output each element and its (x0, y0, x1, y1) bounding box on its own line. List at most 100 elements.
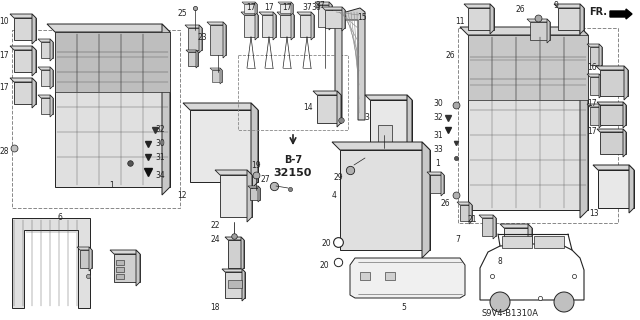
Text: 30: 30 (433, 99, 443, 108)
Polygon shape (50, 67, 53, 89)
Bar (80, 250, 92, 268)
Text: 26: 26 (440, 199, 450, 209)
Bar (340, 150, 430, 250)
Text: 17: 17 (0, 83, 9, 92)
Polygon shape (297, 12, 314, 15)
Polygon shape (580, 27, 588, 218)
Polygon shape (50, 39, 53, 61)
Bar (504, 228, 532, 258)
Polygon shape (342, 7, 345, 31)
Bar (590, 107, 602, 125)
Polygon shape (222, 269, 245, 272)
Text: 18: 18 (211, 303, 220, 313)
Text: 27: 27 (260, 175, 270, 185)
Polygon shape (32, 14, 36, 44)
Bar (244, 15, 258, 37)
Polygon shape (350, 258, 465, 298)
Text: 14: 14 (303, 103, 313, 113)
Text: 20: 20 (321, 239, 331, 249)
Bar (41, 98, 53, 114)
Polygon shape (258, 186, 260, 202)
Polygon shape (457, 202, 472, 205)
Text: 21: 21 (467, 215, 477, 225)
Bar (188, 28, 202, 50)
Bar (116, 267, 124, 272)
Text: FR.: FR. (589, 7, 607, 17)
Polygon shape (599, 44, 602, 68)
Text: 31: 31 (155, 154, 165, 163)
Text: 37: 37 (302, 4, 312, 12)
Polygon shape (38, 39, 53, 42)
Polygon shape (623, 102, 626, 128)
Bar (530, 22, 550, 40)
Bar (378, 125, 392, 147)
Polygon shape (110, 250, 140, 254)
Text: 22: 22 (211, 220, 220, 229)
Bar (14, 50, 36, 72)
Polygon shape (322, 7, 345, 10)
Polygon shape (623, 129, 626, 157)
Polygon shape (490, 4, 494, 34)
Text: 33: 33 (433, 146, 443, 155)
Bar (468, 8, 494, 30)
Polygon shape (479, 215, 496, 218)
Polygon shape (47, 24, 170, 32)
Bar (534, 236, 564, 248)
Text: 19: 19 (251, 162, 261, 171)
Polygon shape (255, 2, 257, 15)
Bar (590, 47, 602, 65)
Polygon shape (460, 27, 588, 35)
Bar (280, 15, 294, 37)
Polygon shape (241, 237, 244, 271)
FancyArrow shape (610, 9, 632, 19)
Polygon shape (136, 250, 140, 286)
Bar (468, 35, 588, 100)
Text: 1: 1 (109, 180, 115, 189)
Circle shape (554, 292, 574, 312)
Bar (460, 205, 472, 221)
Bar (220, 175, 252, 217)
Text: 1: 1 (436, 159, 440, 169)
Polygon shape (480, 244, 584, 300)
Polygon shape (337, 91, 341, 127)
Polygon shape (215, 170, 252, 175)
Polygon shape (241, 12, 258, 15)
Bar (317, 95, 341, 123)
Polygon shape (259, 12, 276, 15)
Polygon shape (554, 4, 584, 8)
Text: 30: 30 (155, 139, 165, 148)
Bar (360, 272, 370, 280)
Text: 9: 9 (554, 1, 559, 10)
Text: 32: 32 (433, 114, 443, 123)
Polygon shape (587, 74, 602, 77)
Polygon shape (210, 68, 222, 70)
Bar (558, 8, 584, 30)
Polygon shape (196, 50, 198, 68)
Polygon shape (255, 12, 258, 40)
Polygon shape (207, 22, 226, 25)
Text: 26: 26 (515, 5, 525, 14)
Bar (430, 175, 444, 193)
Text: 17: 17 (587, 99, 597, 108)
Polygon shape (291, 2, 293, 15)
Bar (190, 110, 258, 182)
Bar (14, 82, 36, 104)
Bar (280, 4, 293, 13)
Polygon shape (332, 142, 430, 150)
Bar (244, 4, 257, 13)
Polygon shape (50, 95, 53, 117)
Bar (318, 5, 332, 27)
Polygon shape (593, 165, 634, 170)
Polygon shape (311, 12, 314, 40)
Text: 3: 3 (365, 114, 369, 123)
Bar (228, 280, 242, 288)
Polygon shape (10, 46, 36, 50)
Text: 25: 25 (177, 9, 187, 18)
Text: 11: 11 (455, 18, 465, 27)
Polygon shape (527, 19, 550, 22)
Text: 17: 17 (246, 4, 256, 12)
Polygon shape (10, 14, 36, 18)
Text: 17: 17 (0, 51, 9, 60)
Polygon shape (587, 44, 602, 47)
Bar (468, 35, 588, 210)
